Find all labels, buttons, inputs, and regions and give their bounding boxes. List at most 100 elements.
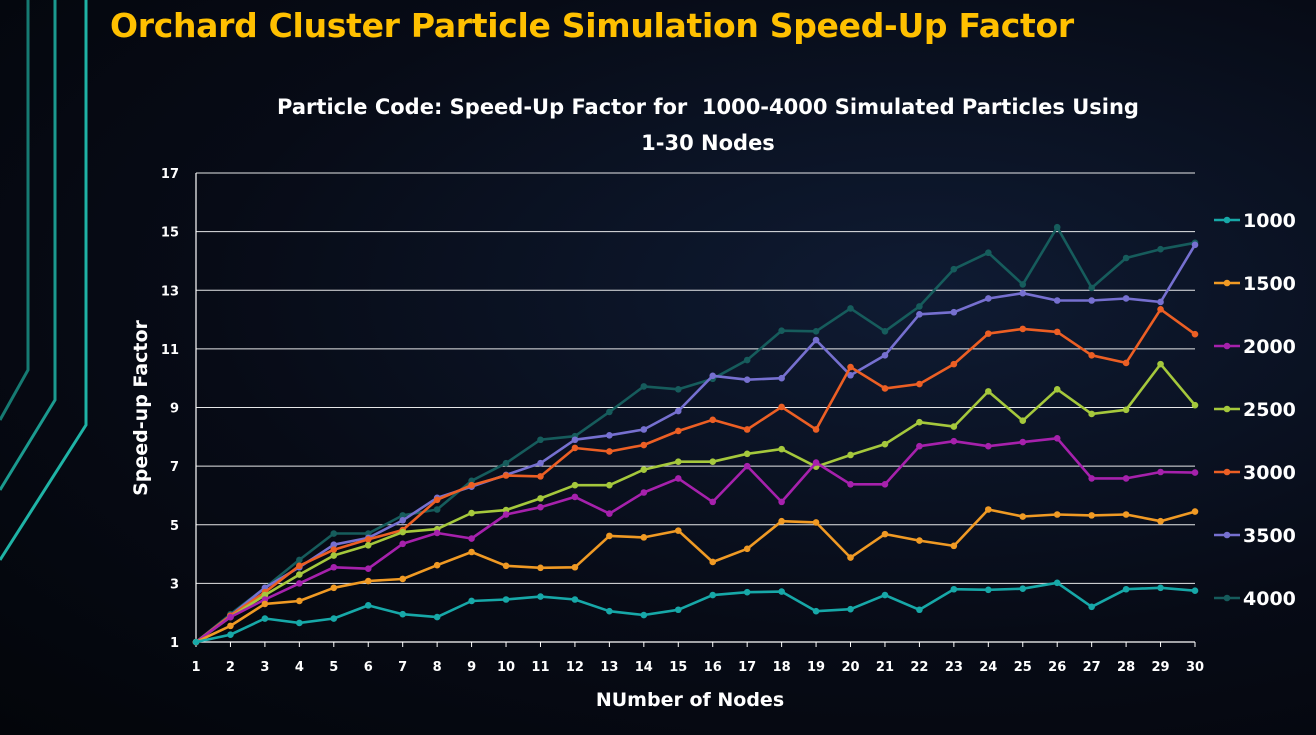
data-point-4000: [537, 436, 544, 444]
data-point-4000: [743, 356, 751, 364]
data-point-1000: [330, 615, 338, 622]
data-point-2000: [1157, 468, 1164, 476]
data-point-2000: [847, 480, 854, 488]
data-point-2000: [743, 462, 751, 470]
data-point-4000: [640, 383, 648, 390]
chart-title-line-1: Particle Code: Speed-Up Factor for 1000-…: [277, 95, 1139, 119]
x-tick-label: 12: [566, 660, 584, 675]
data-point-1500: [778, 517, 785, 525]
data-point-3000: [1053, 328, 1061, 336]
data-point-1000: [709, 591, 717, 599]
decorative-circuit-lines: [0, 0, 88, 561]
data-point-2000: [1122, 475, 1130, 482]
x-tick-label: 10: [497, 660, 515, 675]
series-2500: [192, 360, 1199, 646]
data-point-1500: [468, 548, 475, 556]
data-point-2500: [468, 509, 475, 517]
data-point-1500: [364, 577, 372, 585]
series-line-2500: [195, 362, 1196, 644]
data-point-1500: [1122, 511, 1130, 518]
data-point-2500: [743, 450, 751, 458]
data-point-3500: [537, 459, 544, 467]
data-point-2000: [468, 535, 475, 542]
y-axis-label: Speed-up Factor: [130, 320, 152, 496]
legend-swatch-marker: [1223, 531, 1231, 539]
data-point-1500: [1157, 517, 1164, 525]
data-point-2000: [502, 511, 510, 518]
data-point-2000: [1191, 469, 1199, 476]
y-tick-label: 3: [170, 577, 179, 592]
data-point-2500: [950, 423, 958, 430]
data-point-4000: [985, 249, 992, 257]
data-point-1500: [261, 600, 269, 608]
data-point-1000: [1122, 585, 1130, 593]
data-point-1000: [606, 607, 613, 615]
data-point-1000: [778, 588, 785, 595]
x-tick-label: 9: [467, 660, 476, 675]
data-point-2500: [1191, 401, 1199, 409]
data-point-3000: [847, 363, 854, 371]
data-point-3000: [812, 426, 820, 433]
x-tick-label: 24: [979, 660, 997, 675]
data-point-2000: [985, 442, 992, 450]
data-point-2500: [571, 481, 579, 489]
data-point-4000: [778, 327, 785, 335]
data-point-4000: [330, 530, 338, 537]
legend-item-2000: 2000: [1214, 336, 1296, 358]
data-point-1500: [537, 564, 544, 572]
series-3500: [192, 241, 1199, 646]
data-point-3500: [1157, 298, 1164, 306]
y-tick-label: 11: [161, 343, 179, 358]
x-tick-label: 15: [669, 660, 687, 675]
data-point-1000: [192, 638, 200, 646]
legend-label: 2000: [1243, 336, 1296, 358]
data-point-4000: [916, 303, 923, 310]
data-point-2000: [537, 503, 544, 511]
x-tick-label: 8: [433, 660, 442, 675]
data-point-1500: [296, 597, 303, 605]
data-point-3500: [881, 352, 889, 359]
data-point-3000: [1157, 306, 1164, 313]
x-tick-label: 26: [1048, 660, 1066, 675]
x-tick-label: 30: [1186, 660, 1204, 675]
data-point-3500: [985, 295, 992, 302]
legend-item-4000: 4000: [1214, 588, 1296, 610]
data-point-2000: [606, 510, 613, 517]
legend-swatch-marker: [1223, 468, 1231, 476]
data-point-3000: [743, 426, 751, 433]
data-point-2000: [433, 529, 441, 537]
data-point-3000: [778, 403, 785, 411]
legend-item-1500: 1500: [1214, 273, 1296, 295]
data-point-2000: [364, 565, 372, 573]
data-point-2500: [640, 466, 648, 473]
data-point-3000: [433, 496, 441, 504]
data-point-4000: [399, 512, 406, 519]
data-point-3500: [1019, 289, 1027, 297]
x-tick-label: 29: [1152, 660, 1170, 675]
legend-swatch-marker: [1223, 405, 1231, 413]
series-4000: [192, 223, 1199, 646]
chart-series: [192, 223, 1199, 646]
data-point-3500: [640, 426, 648, 433]
data-point-3000: [916, 380, 923, 388]
data-point-4000: [881, 327, 889, 335]
series-line-4000: [195, 225, 1196, 644]
data-point-1500: [1019, 513, 1027, 520]
data-point-3000: [1019, 325, 1027, 333]
data-point-3000: [985, 330, 992, 337]
data-point-3500: [674, 407, 682, 415]
data-point-4000: [433, 506, 441, 513]
data-point-3000: [950, 360, 958, 368]
data-point-2000: [1019, 438, 1027, 446]
data-point-1000: [985, 586, 992, 594]
data-point-1000: [743, 588, 751, 596]
data-point-2000: [296, 580, 303, 587]
data-point-3000: [881, 385, 889, 392]
legend-item-3000: 3000: [1214, 462, 1296, 484]
data-point-2000: [227, 613, 234, 621]
data-point-3000: [330, 546, 338, 553]
data-point-2500: [537, 495, 544, 502]
data-point-1000: [1157, 584, 1164, 592]
data-point-2000: [640, 489, 648, 496]
data-point-1500: [916, 537, 923, 544]
